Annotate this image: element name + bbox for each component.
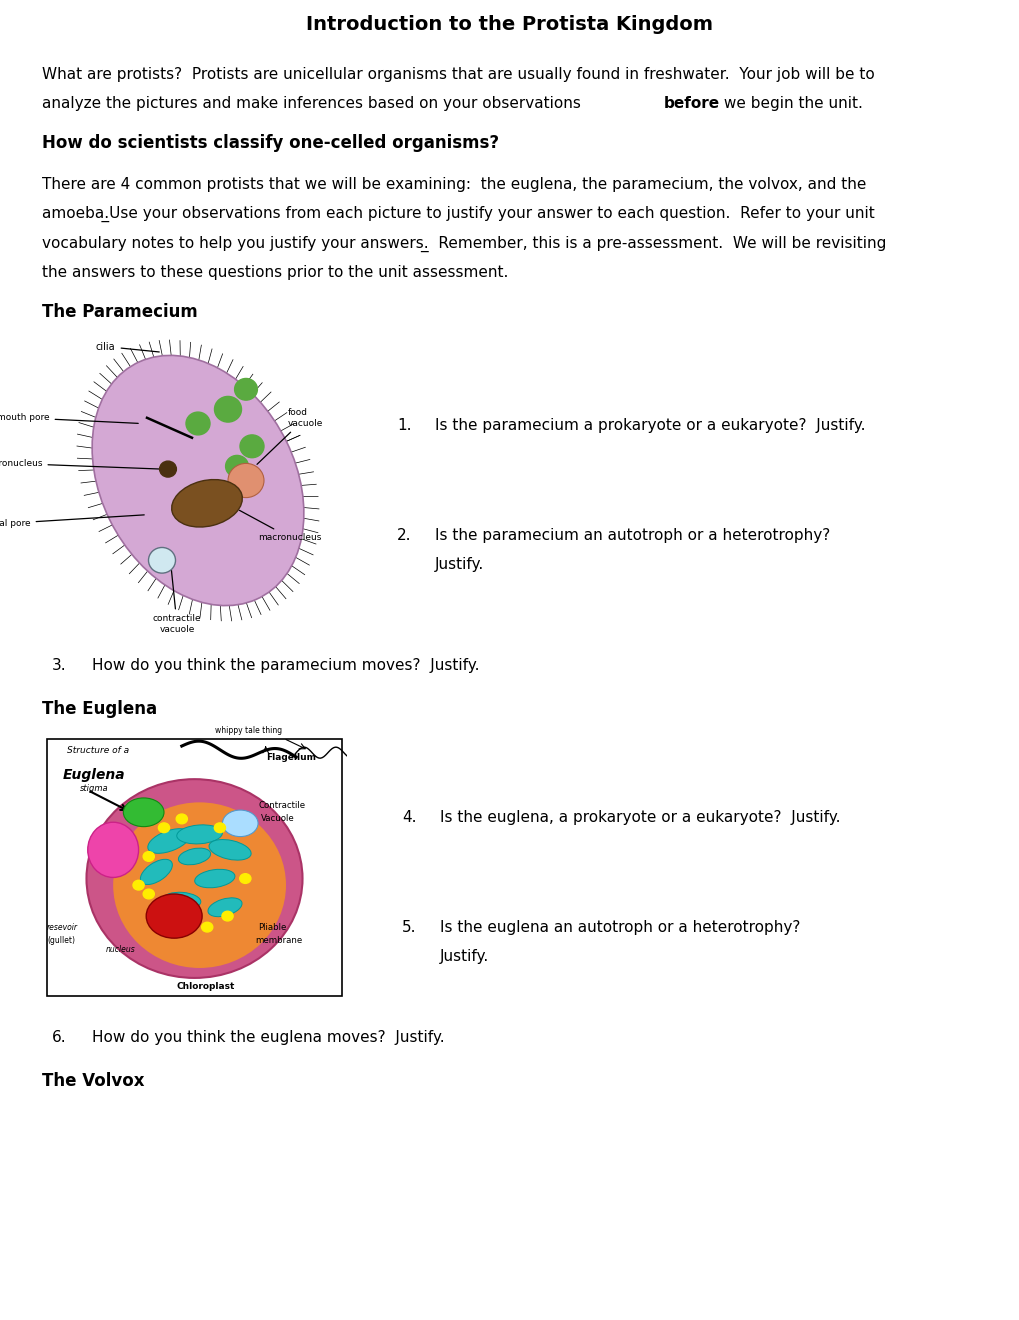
Ellipse shape: [113, 803, 285, 968]
Text: cilia: cilia: [96, 342, 159, 352]
Text: Justify.: Justify.: [434, 557, 484, 573]
Ellipse shape: [141, 859, 172, 884]
Ellipse shape: [148, 829, 191, 853]
Text: The Euglena: The Euglena: [42, 700, 157, 718]
Text: macronucleus: macronucleus: [239, 511, 321, 543]
Ellipse shape: [87, 779, 303, 978]
Ellipse shape: [123, 797, 164, 826]
Text: How do you think the euglena moves?  Justify.: How do you think the euglena moves? Just…: [92, 1030, 444, 1045]
Circle shape: [149, 548, 175, 573]
Text: How do scientists classify one-celled organisms?: How do scientists classify one-celled or…: [42, 135, 498, 153]
Circle shape: [143, 890, 154, 899]
Text: whippy tale thing: whippy tale thing: [215, 726, 281, 735]
Ellipse shape: [178, 849, 210, 865]
Circle shape: [228, 463, 264, 498]
Text: stigma: stigma: [81, 784, 109, 792]
Ellipse shape: [222, 810, 258, 837]
Text: contractile
vacuole: contractile vacuole: [153, 569, 201, 634]
Text: Introduction to the Protista Kingdom: Introduction to the Protista Kingdom: [306, 15, 713, 34]
Text: Structure of a: Structure of a: [67, 746, 129, 755]
Ellipse shape: [171, 479, 243, 527]
Circle shape: [225, 455, 249, 477]
Circle shape: [239, 434, 264, 458]
Text: 6.: 6.: [52, 1030, 66, 1045]
Text: Is the paramecium an autotroph or a heterotrophy?: Is the paramecium an autotroph or a hete…: [434, 528, 829, 543]
Text: Is the euglena, a prokaryote or a eukaryote?  Justify.: Is the euglena, a prokaryote or a eukary…: [439, 810, 840, 825]
Text: How do you think the paramecium moves?  Justify.: How do you think the paramecium moves? J…: [92, 657, 479, 673]
Ellipse shape: [195, 870, 234, 888]
Circle shape: [132, 880, 144, 890]
Circle shape: [158, 822, 169, 833]
Text: The Paramecium: The Paramecium: [42, 304, 198, 321]
Text: micronucleus: micronucleus: [0, 459, 159, 469]
Text: Flagellum: Flagellum: [265, 752, 315, 762]
Text: Justify.: Justify.: [439, 949, 489, 965]
Ellipse shape: [88, 822, 139, 878]
Text: Pliable: Pliable: [258, 923, 286, 932]
Text: There are 4 common protists that we will be examining:  the euglena, the paramec: There are 4 common protists that we will…: [42, 177, 865, 191]
Text: we begin the unit.: we begin the unit.: [718, 96, 862, 111]
Ellipse shape: [209, 840, 251, 861]
Ellipse shape: [208, 898, 242, 916]
Circle shape: [202, 923, 213, 932]
Circle shape: [214, 396, 242, 422]
Ellipse shape: [92, 355, 304, 606]
Text: The Volvox: The Volvox: [42, 1072, 145, 1090]
Text: mouth pore: mouth pore: [0, 413, 139, 424]
Text: membrane: membrane: [255, 936, 303, 945]
Text: food
vacuole: food vacuole: [257, 408, 323, 465]
Text: 3.: 3.: [52, 657, 66, 673]
Text: Chloroplast: Chloroplast: [176, 982, 234, 991]
Circle shape: [234, 379, 257, 400]
Text: Is the euglena an autotroph or a heterotrophy?: Is the euglena an autotroph or a heterot…: [439, 920, 800, 935]
Circle shape: [214, 822, 225, 833]
Text: the answers to these questions prior to the unit assessment.: the answers to these questions prior to …: [42, 265, 507, 280]
Text: vocabulary notes to help you justify your answers.̲  Remember, this is a pre-ass: vocabulary notes to help you justify you…: [42, 235, 886, 252]
Text: before: before: [663, 96, 719, 111]
Text: Vacuole: Vacuole: [260, 814, 294, 824]
Ellipse shape: [163, 892, 201, 909]
Text: amoeba.̲Use your observations from each picture to justify your answer to each q: amoeba.̲Use your observations from each …: [42, 206, 874, 222]
Text: anal pore: anal pore: [0, 515, 144, 528]
Text: nucleus: nucleus: [105, 945, 136, 954]
Text: (gullet): (gullet): [47, 936, 75, 945]
Circle shape: [176, 814, 187, 824]
Text: 5.: 5.: [401, 920, 416, 935]
Text: analyze the pictures and make inferences based on your observations: analyze the pictures and make inferences…: [42, 96, 585, 111]
Circle shape: [159, 461, 176, 477]
Circle shape: [239, 874, 251, 883]
Text: resevoir: resevoir: [47, 923, 78, 932]
Text: Euglena: Euglena: [62, 768, 125, 783]
Text: 1.: 1.: [396, 418, 411, 433]
Ellipse shape: [176, 825, 222, 843]
Ellipse shape: [146, 894, 202, 939]
Circle shape: [222, 911, 233, 921]
Circle shape: [143, 851, 154, 862]
Circle shape: [205, 484, 226, 504]
Text: Is the paramecium a prokaryote or a eukaryote?  Justify.: Is the paramecium a prokaryote or a euka…: [434, 418, 865, 433]
Text: 4.: 4.: [401, 810, 416, 825]
Circle shape: [185, 412, 210, 434]
Text: Contractile: Contractile: [258, 801, 305, 810]
Text: What are protists?  Protists are unicellular organisms that are usually found in: What are protists? Protists are unicellu…: [42, 67, 874, 82]
Text: 2.: 2.: [396, 528, 411, 543]
